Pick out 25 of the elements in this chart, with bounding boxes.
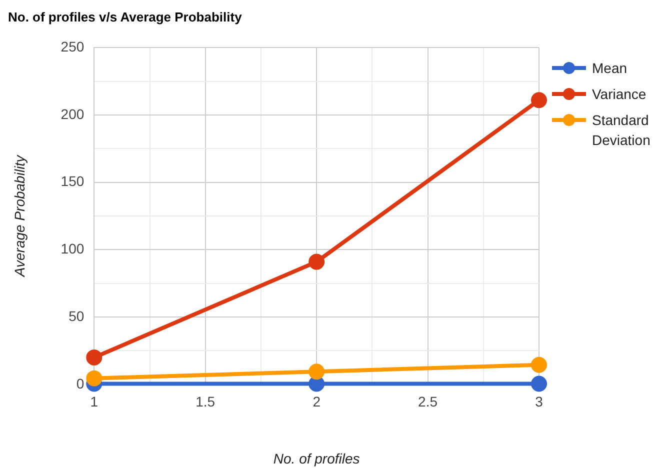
y-tick-label: 50 [68, 308, 84, 324]
point [531, 376, 547, 392]
x-axis-title: No. of profiles [273, 450, 360, 466]
point [308, 254, 325, 270]
y-tick-label: 100 [60, 240, 84, 257]
y-tick-label: 250 [60, 38, 84, 54]
legend-label: Variance [592, 85, 648, 104]
x-tick-label: 2 [312, 394, 321, 410]
point [308, 364, 325, 380]
x-tick-label: 2.5 [418, 394, 438, 410]
y-axis-title: Average Probability [11, 154, 28, 278]
chart-title: No. of profiles v/s Average Probability [8, 9, 243, 24]
point [308, 376, 325, 392]
x-tick-label: 1 [90, 394, 98, 410]
legend-label: Mean [592, 59, 628, 78]
y-tick-label: 200 [60, 106, 84, 122]
legend-label: Standard Deviation [592, 111, 652, 150]
point [86, 370, 102, 386]
point [531, 356, 547, 373]
x-tick-label: 1.5 [196, 394, 216, 410]
y-tick-label: 0 [76, 375, 84, 392]
point [86, 349, 102, 366]
y-tick-label: 150 [60, 173, 84, 190]
point [531, 92, 547, 108]
x-tick-label: 3 [535, 394, 544, 410]
